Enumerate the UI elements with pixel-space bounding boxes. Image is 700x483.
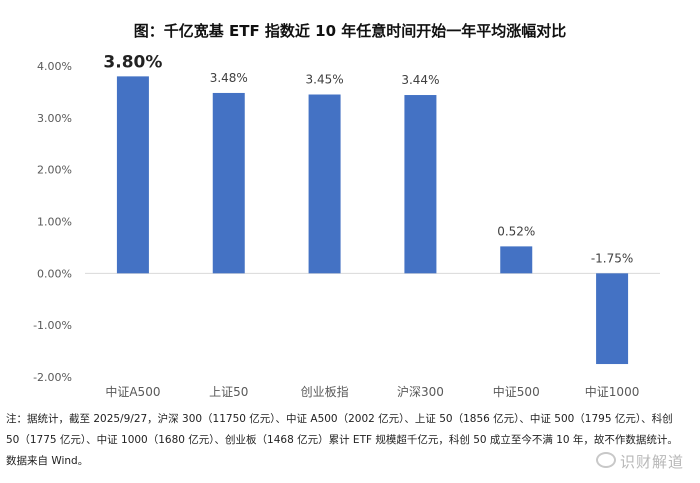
- bar: [116, 76, 149, 274]
- category-label: 创业板指: [301, 384, 349, 399]
- data-labels: 3.80% 3.48% 3.45% 3.44% 0.52% -1.75%: [103, 52, 633, 265]
- category-label: 中证A500: [105, 384, 160, 399]
- y-axis-ticks: 4.00% 3.00% 2.00% 1.00% 0.00% -1.00% -2.00%: [33, 60, 72, 384]
- bar: [308, 94, 341, 274]
- y-tick-label: -1.00%: [33, 319, 72, 332]
- y-tick-label: 2.00%: [37, 164, 72, 177]
- footnote: 注：据统计，截至 2025/9/27，沪深 300（11750 亿元）、中证 A…: [6, 413, 678, 467]
- watermark: 识财解道: [596, 451, 684, 472]
- x-axis-categories: 中证A500 上证50 创业板指 沪深300 中证500 中证1000: [105, 384, 639, 399]
- chart-title: 图：千亿宽基 ETF 指数近 10 年任意时间开始一年平均涨幅对比: [133, 22, 567, 40]
- bar: [500, 246, 533, 274]
- y-tick-label: 0.00%: [37, 267, 72, 280]
- watermark-text: 识财解道: [620, 453, 685, 471]
- bar: [596, 273, 629, 365]
- y-tick-label: -2.00%: [33, 371, 72, 384]
- y-tick-label: 4.00%: [37, 60, 72, 73]
- category-label: 中证500: [493, 384, 540, 399]
- category-label: 中证1000: [585, 384, 640, 399]
- y-tick-label: 1.00%: [37, 216, 72, 229]
- bars: [116, 76, 629, 365]
- data-label: 0.52%: [497, 224, 535, 238]
- category-label: 沪深300: [397, 385, 444, 399]
- y-tick-label: 3.00%: [37, 112, 72, 125]
- data-label: 3.45%: [306, 73, 344, 87]
- data-label: 3.80%: [103, 52, 162, 72]
- data-label: -1.75%: [591, 251, 633, 265]
- bar: [404, 95, 437, 274]
- weibo-icon: [596, 452, 616, 468]
- category-label: 上证50: [209, 385, 248, 399]
- data-label: 3.44%: [401, 73, 439, 87]
- data-label: 3.48%: [210, 71, 248, 85]
- bar: [212, 92, 245, 274]
- bar-chart: 4.00% 3.00% 2.00% 1.00% 0.00% -1.00% -2.00% 3.…: [33, 52, 660, 399]
